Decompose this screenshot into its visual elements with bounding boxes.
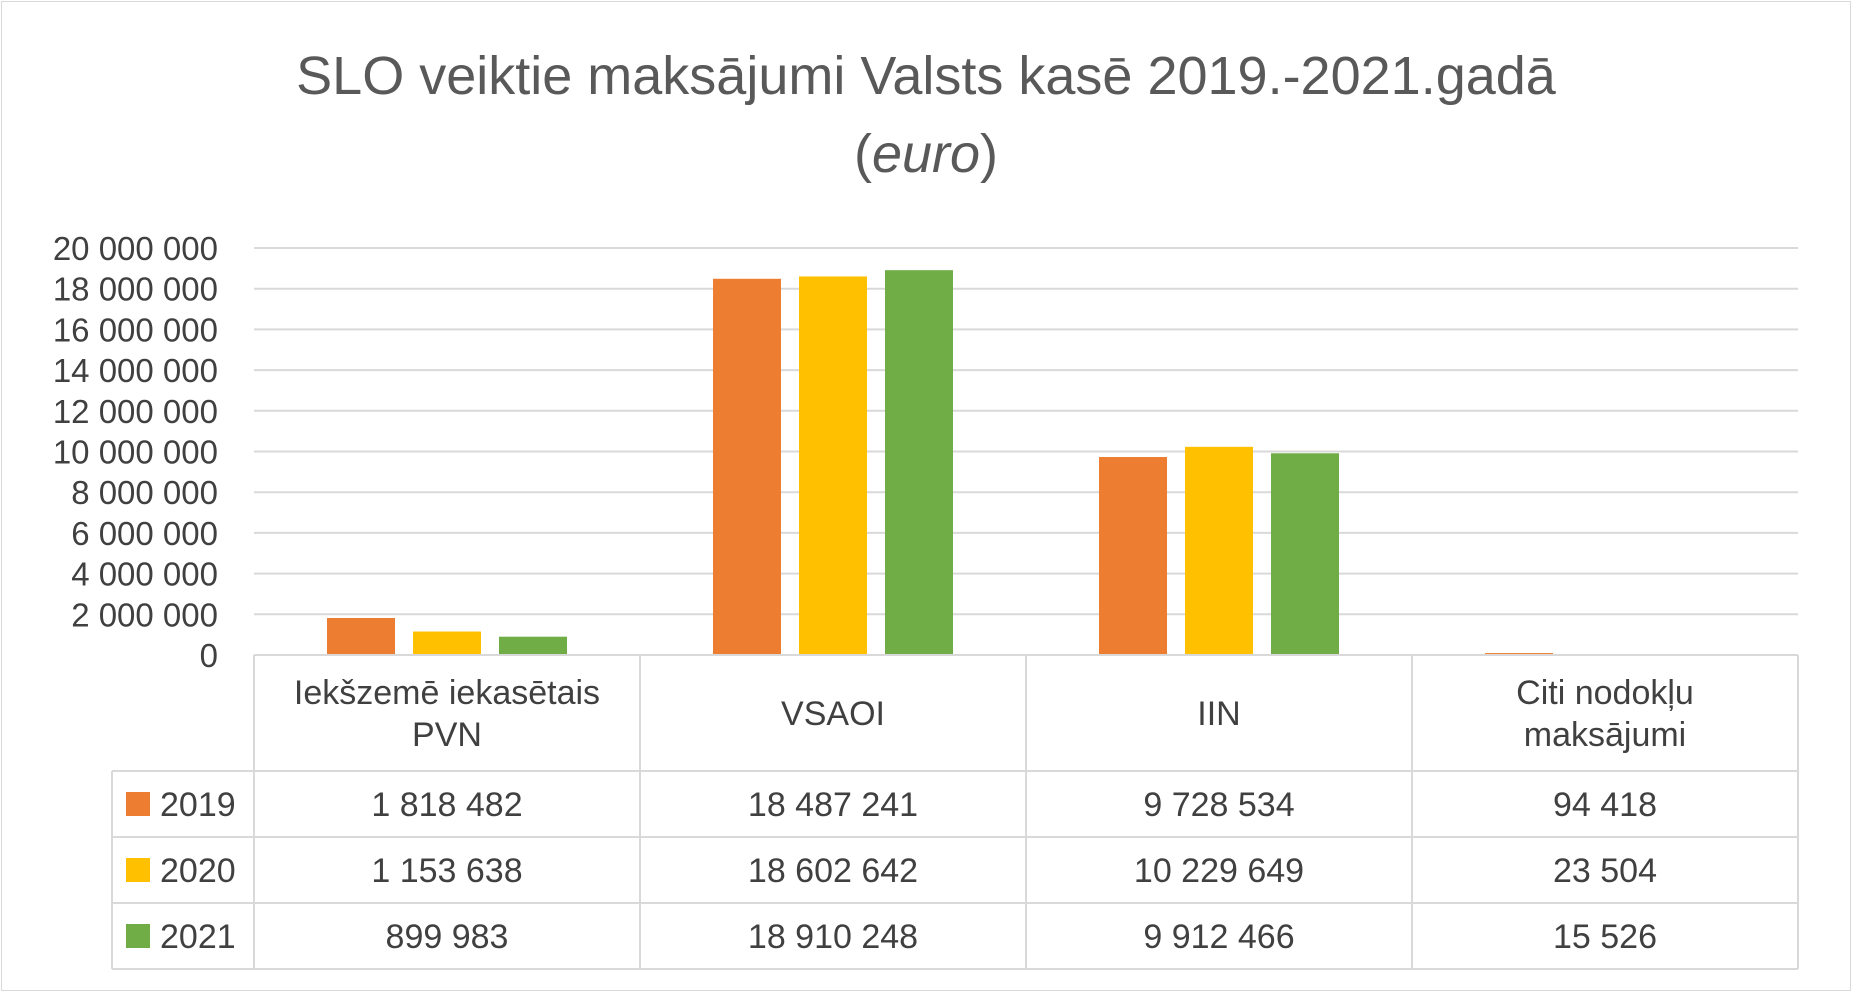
data-table: Iekšzemē iekasētais PVN VSAOI IIN Citi nodok… [111,654,1799,970]
bar-2020-0 [413,631,481,655]
bar-2019-1 [713,278,781,655]
table-cell: 15 526 [1553,918,1657,956]
chart-subtitle: (euro) [0,124,1852,184]
legend-key-2019 [126,792,150,816]
subtitle-unit: euro [871,124,981,184]
gridlines [254,247,1798,616]
y-tick-label: 8 000 000 [71,474,218,511]
y-tick-label: 20 000 000 [53,230,218,267]
table-cell: 1 818 482 [371,786,522,824]
subtitle-open-paren: ( [853,124,872,184]
y-tick-label: 0 [200,637,218,674]
y-tick-label: 12 000 000 [53,393,218,430]
legend-label-2020: 2020 [160,852,236,890]
table-cell: 94 418 [1553,786,1657,824]
subtitle-close-paren: ) [980,124,999,184]
table-cell: 18 602 642 [748,852,918,890]
category-label: VSAOI [781,695,885,733]
legend-label-2021: 2021 [160,918,236,956]
category-label: Iekšzemē iekasētais [294,674,600,712]
y-tick-label: 10 000 000 [53,434,218,471]
category-label: PVN [412,716,482,754]
category-label: IIN [1197,695,1240,733]
legend-key-2021 [126,924,150,948]
y-tick-label: 6 000 000 [71,515,218,552]
bar-2020-2 [1185,446,1253,655]
bar-2019-2 [1099,457,1167,655]
bar-2021-0 [499,636,567,655]
table-cell: 23 504 [1553,852,1657,890]
legend-key-2020 [126,858,150,882]
table-cell: 18 910 248 [748,918,918,956]
bars [327,270,1725,655]
bar-2019-0 [327,617,395,655]
legend-label-2019: 2019 [160,786,236,824]
category-label: Citi nodokļu [1516,674,1694,712]
bar-2021-1 [885,270,953,655]
y-tick-label: 14 000 000 [53,352,218,389]
table-cell: 9 912 466 [1143,918,1294,956]
table-cell: 1 153 638 [371,852,522,890]
y-tick-label: 18 000 000 [53,271,218,308]
category-label: maksājumi [1524,716,1686,754]
table-cell: 10 229 649 [1134,852,1304,890]
chart-title: SLO veiktie maksājumi Valsts kasē 2019.-… [296,46,1556,106]
table-cell: 899 983 [386,918,509,956]
y-tick-label: 4 000 000 [71,556,218,593]
table-cell: 9 728 534 [1143,786,1294,824]
bar-2020-1 [799,276,867,655]
bar-2021-2 [1271,453,1339,655]
table-cell: 18 487 241 [748,786,918,824]
y-tick-label: 2 000 000 [71,596,218,633]
y-tick-label: 16 000 000 [53,311,218,348]
